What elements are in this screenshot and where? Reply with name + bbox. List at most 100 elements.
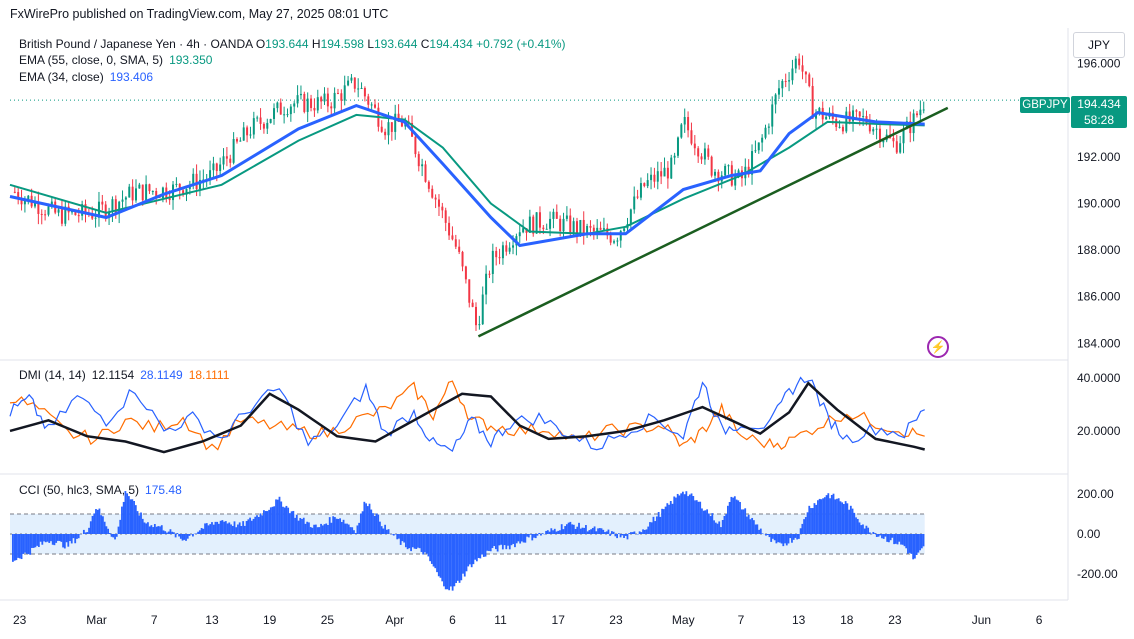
candle-body [353, 77, 356, 89]
cci-bar [557, 530, 560, 534]
lightning-icon[interactable]: ⚡ [927, 336, 949, 358]
cci-bar [675, 497, 677, 534]
cci-bar [645, 529, 648, 534]
candle-body [475, 306, 478, 326]
cci-bar [254, 516, 257, 534]
candle-body [104, 204, 107, 218]
price-axis-tick: 190.000 [1077, 196, 1121, 210]
cci-bar [15, 534, 18, 561]
cci-bar [339, 518, 341, 534]
cci-bar [507, 534, 509, 546]
cci-bar [735, 499, 738, 534]
cci-bar [661, 508, 664, 534]
cci-bar [569, 521, 572, 534]
cci-bar [327, 525, 329, 534]
candle-body [47, 206, 50, 215]
candle-body [660, 171, 663, 177]
candle-body [892, 137, 895, 142]
candle-body [586, 226, 589, 235]
cci-bar [739, 501, 741, 534]
candle-body [919, 109, 922, 116]
candle-body [575, 221, 578, 234]
cci-bar [842, 504, 845, 534]
time-axis-tick: 23 [13, 613, 27, 627]
cci-bar [458, 534, 461, 583]
time-axis-tick: 13 [792, 613, 806, 627]
cci-bar [849, 505, 852, 534]
cci-bar [867, 527, 870, 534]
cci-bar [200, 527, 203, 534]
candle-body [357, 88, 360, 90]
cci-bar [399, 534, 402, 545]
candle-body [84, 204, 87, 214]
cci-bar [624, 534, 627, 536]
candle-body [673, 155, 676, 158]
currency-button[interactable]: JPY [1073, 32, 1125, 58]
candle-body [246, 127, 249, 136]
cci-bar [385, 529, 388, 534]
instrument-title: British Pound / Japanese Yen · 4h · OAND… [19, 37, 253, 51]
cci-bar [868, 532, 871, 534]
cci-bar [564, 526, 567, 534]
close-value: 194.434 [429, 37, 473, 51]
cci-bar [879, 534, 882, 536]
cci-bar [695, 500, 698, 534]
candle-body [825, 116, 828, 120]
cci-bar [548, 531, 551, 534]
candle-body [646, 180, 649, 187]
candle-body [656, 171, 659, 182]
cci-bar [919, 534, 921, 551]
cci-bar [297, 520, 300, 534]
cci-bar [330, 522, 333, 534]
cci-bar [11, 534, 14, 562]
cci-bar [820, 499, 823, 534]
cci-bar [342, 519, 345, 534]
cci-bar [359, 513, 362, 534]
candle-body [545, 228, 548, 230]
cci-bar [818, 498, 821, 534]
candle-body [134, 188, 137, 201]
cci-bar [110, 534, 113, 537]
cci-bar [353, 530, 355, 534]
cci-bar [264, 511, 267, 534]
cci-bar [794, 534, 797, 538]
cci-bar [789, 534, 792, 539]
cci-bar [553, 528, 556, 534]
candle-body [380, 126, 383, 132]
candle-body [508, 247, 511, 252]
candle-body [232, 139, 235, 163]
cci-bar [668, 504, 670, 534]
cci-bar [534, 534, 537, 539]
time-axis-tick: 6 [449, 613, 456, 627]
cci-bar [124, 491, 127, 534]
cci-bar [32, 534, 35, 548]
cci-bar [759, 528, 762, 534]
cci-bar [56, 534, 59, 541]
cci-bar [836, 498, 838, 534]
cci-bar [633, 531, 636, 534]
cci-bar [167, 531, 170, 534]
candle-body [700, 156, 703, 160]
cci-bar [188, 534, 191, 536]
candle-body [374, 104, 377, 108]
candle-body [915, 113, 918, 116]
cci-axis-tick: 0.00 [1077, 527, 1101, 541]
cci-bar [427, 534, 430, 557]
cci-bar [701, 508, 703, 534]
cci-bar [489, 534, 492, 552]
cci-bar [469, 534, 471, 565]
cci-bar [301, 519, 303, 534]
cci-bar [593, 526, 596, 534]
cci-bar [844, 501, 847, 534]
dmi-plusdi-line [9, 376, 925, 453]
cci-bar [493, 534, 496, 547]
cci-bar [475, 534, 478, 562]
candle-body [155, 191, 158, 197]
cci-bar [358, 522, 361, 534]
cci-bar [179, 534, 182, 539]
cci-bar [129, 499, 132, 534]
cci-bar [304, 523, 307, 534]
cci-bar [687, 496, 689, 534]
cci-bar [141, 518, 144, 534]
